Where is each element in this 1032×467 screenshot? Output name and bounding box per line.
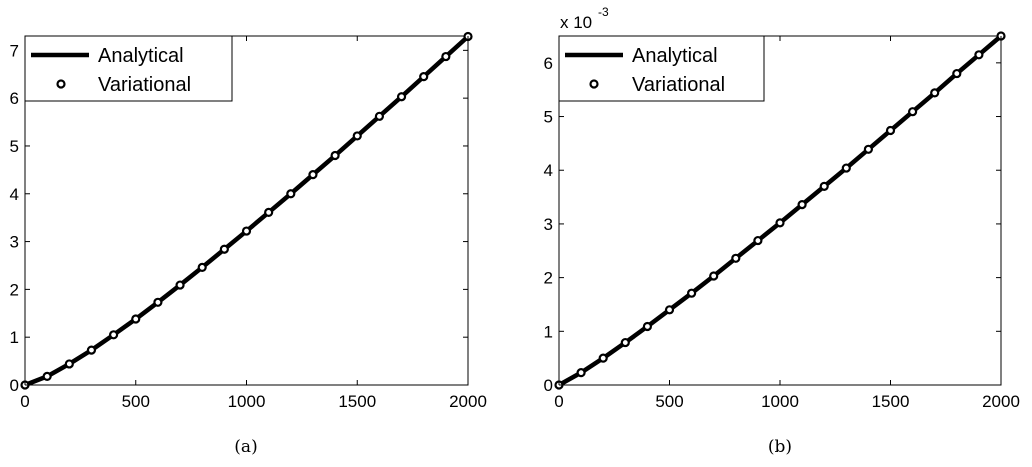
y-tick-label-a: 0 xyxy=(10,376,19,395)
legend-a: Analytical Variational xyxy=(24,35,233,102)
data-point-variational-a xyxy=(374,111,384,121)
y-ticks-a: 0 1 2 3 4 5 6 7 xyxy=(10,41,468,395)
y-tick-label-a: 3 xyxy=(10,233,19,252)
x-tick-label-b: 500 xyxy=(655,392,683,411)
y-ticks-b: 0 1 2 3 4 5 6 xyxy=(544,54,1001,395)
x-tick-label-b: 0 xyxy=(554,392,563,411)
data-point-variational-b xyxy=(686,288,697,298)
data-point-variational-a xyxy=(264,207,274,218)
y-tick-label-b: 4 xyxy=(544,161,553,180)
data-point-variational-a xyxy=(131,314,141,324)
y-tick-label-a: 2 xyxy=(10,280,19,299)
panel-a: 0 500 1000 1500 2000 0 1 2 3 4 5 6 7 Analytical Var… xyxy=(10,31,487,457)
data-point-variational-a xyxy=(241,226,252,236)
caption-a: (a) xyxy=(234,437,257,457)
data-point-variational-a xyxy=(42,371,52,381)
x-tick-label-b: 1000 xyxy=(761,392,799,411)
series-layer-b xyxy=(554,31,1006,390)
y-tick-label-a: 7 xyxy=(10,41,19,60)
data-point-variational-b xyxy=(731,253,741,263)
legend-label-analytical-b: Analytical xyxy=(632,45,718,67)
data-point-variational-a xyxy=(441,51,451,62)
data-point-variational-a xyxy=(64,359,74,369)
data-point-variational-a xyxy=(108,330,119,340)
data-point-variational-b xyxy=(885,125,896,136)
x-tick-label-a: 1500 xyxy=(338,392,376,411)
x-ticks-a: 0 500 1000 1500 2000 xyxy=(20,36,487,411)
y-tick-label-a: 5 xyxy=(10,137,19,156)
y-tick-label-b: 3 xyxy=(544,215,553,234)
data-point-variational-b xyxy=(841,163,851,173)
legend-b: Analytical Variational xyxy=(558,35,765,102)
data-point-variational-b xyxy=(952,68,962,79)
y-tick-label-b: 5 xyxy=(544,108,553,127)
y-tick-label-a: 1 xyxy=(10,328,19,347)
data-point-variational-b xyxy=(598,353,608,363)
data-point-variational-a xyxy=(286,189,296,199)
legend-label-variational-b: Variational xyxy=(632,74,725,96)
data-point-variational-a xyxy=(396,92,407,102)
data-point-variational-b xyxy=(576,368,586,378)
data-point-variational-b xyxy=(620,337,630,348)
data-point-variational-a xyxy=(197,262,207,272)
legend-marker-swatch-a xyxy=(56,79,66,89)
x-tick-label-a: 1000 xyxy=(228,392,266,411)
panel-b: 0 500 1000 1500 2000 0 1 2 3 4 5 6 x 10 -3 Analyti… xyxy=(544,5,1020,457)
data-point-variational-b xyxy=(753,235,763,246)
y-tick-label-b: 2 xyxy=(544,269,553,288)
data-point-variational-b xyxy=(775,218,785,228)
data-point-variational-b xyxy=(819,181,829,191)
data-point-variational-a xyxy=(352,131,362,141)
data-point-variational-a xyxy=(86,345,97,355)
y-tick-label-a: 4 xyxy=(10,185,19,204)
data-point-variational-b xyxy=(642,321,653,332)
legend-label-analytical-a: Analytical xyxy=(98,45,184,67)
legend-box-a xyxy=(24,35,233,102)
legend-label-variational-a: Variational xyxy=(98,74,191,96)
data-point-variational-b xyxy=(930,88,940,98)
y-tick-label-b: 6 xyxy=(544,54,553,73)
data-point-variational-b xyxy=(863,144,874,154)
data-point-variational-b xyxy=(907,107,918,117)
data-point-variational-a xyxy=(175,280,185,290)
legend-box-b xyxy=(558,35,765,102)
x-ticks-b: 0 500 1000 1500 2000 xyxy=(554,36,1020,411)
x-tick-label-b: 1500 xyxy=(872,392,910,411)
y-tick-label-b: 0 xyxy=(544,376,553,395)
y-tick-label-b: 1 xyxy=(544,322,553,341)
y-multiplier-base-b: x 10 xyxy=(560,13,592,32)
data-point-variational-b xyxy=(709,271,719,281)
data-point-variational-b xyxy=(974,50,984,60)
x-tick-label-a: 500 xyxy=(122,392,150,411)
data-point-variational-a xyxy=(219,244,229,254)
caption-b: (b) xyxy=(768,437,792,457)
series-layer-a xyxy=(20,31,473,390)
data-point-variational-a xyxy=(419,72,429,82)
y-tick-label-a: 6 xyxy=(10,89,19,108)
data-point-variational-a xyxy=(330,150,340,161)
x-tick-label-a: 0 xyxy=(20,392,29,411)
y-multiplier-exponent-b: -3 xyxy=(598,5,609,19)
data-point-variational-a xyxy=(308,170,318,180)
x-tick-label-b: 2000 xyxy=(982,392,1020,411)
legend-marker-swatch-b xyxy=(589,79,599,89)
data-point-variational-b xyxy=(797,199,807,210)
data-point-variational-a xyxy=(153,297,163,307)
x-tick-label-a: 2000 xyxy=(449,392,487,411)
data-point-variational-b xyxy=(664,305,675,315)
